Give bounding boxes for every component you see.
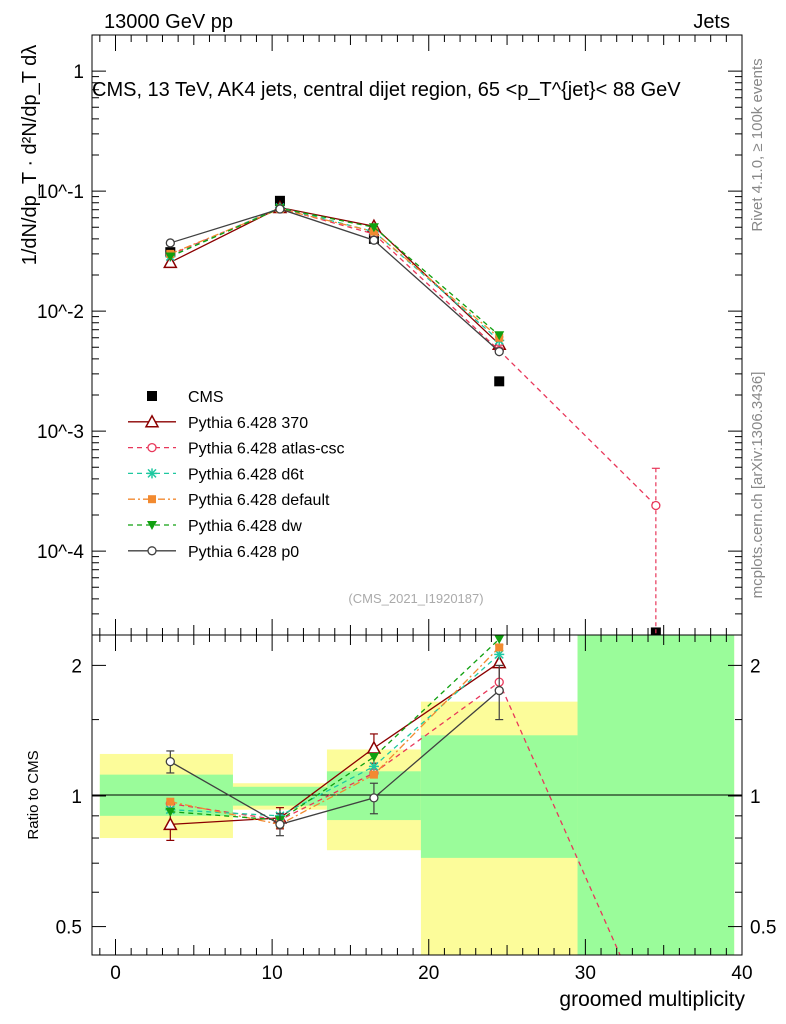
x-tick-label: 10 bbox=[262, 963, 283, 984]
legend-item-pythia-6-428-d6t: Pythia 6.428 d6t bbox=[128, 466, 304, 483]
legend-label: Pythia 6.428 d6t bbox=[188, 466, 304, 483]
legend-marker bbox=[147, 442, 157, 453]
ratio-y-tick-label: 2 bbox=[71, 656, 82, 677]
data-point bbox=[165, 238, 175, 248]
series-line bbox=[170, 207, 500, 336]
legend-label: Pythia 6.428 p0 bbox=[188, 544, 299, 561]
plot-title: CMS, 13 TeV, AK4 jets, central dijet reg… bbox=[92, 79, 681, 101]
ratio-point bbox=[275, 819, 285, 830]
watermark: (CMS_2021_I1920187) bbox=[348, 591, 483, 606]
series-pythia-6-428-d6t bbox=[165, 202, 505, 346]
ratio-point bbox=[366, 740, 382, 754]
x-tick-label: 0 bbox=[110, 963, 121, 984]
data-point bbox=[165, 252, 176, 262]
ratio-point bbox=[165, 756, 175, 767]
x-tick-label: 20 bbox=[418, 963, 439, 984]
ratio-line bbox=[169, 690, 500, 826]
ratio-line bbox=[170, 681, 621, 956]
ratio-series-pythia-6-428-p0 bbox=[165, 664, 504, 837]
data-point bbox=[275, 204, 285, 214]
series-pythia-6-428-p0 bbox=[165, 204, 504, 357]
ratio-line bbox=[170, 662, 500, 826]
legend-item-cms: CMS bbox=[147, 389, 224, 406]
legend-item-pythia-6-428-default: Pythia 6.428 default bbox=[128, 492, 330, 509]
legend-label: Pythia 6.428 default bbox=[188, 492, 330, 509]
legend-marker bbox=[147, 391, 157, 401]
data-point bbox=[163, 254, 178, 269]
data-point bbox=[494, 376, 505, 387]
legend-label: Pythia 6.428 atlas-csc bbox=[188, 441, 345, 458]
uncertainty-band-inner bbox=[232, 786, 327, 806]
ratio-line bbox=[170, 638, 500, 821]
data-point bbox=[368, 223, 379, 233]
ratio-point bbox=[368, 752, 379, 762]
legend-item-pythia-6-428-atlas-csc: Pythia 6.428 atlas-csc bbox=[128, 441, 345, 458]
legend-label: Pythia 6.428 dw bbox=[188, 518, 302, 535]
ratio-y-tick-label-right: 2 bbox=[750, 656, 761, 677]
ratio-y-label: Ratio to CMS bbox=[25, 750, 42, 839]
ratio-point bbox=[494, 635, 505, 645]
data-point bbox=[369, 235, 379, 245]
series-line bbox=[170, 208, 500, 353]
ratio-point bbox=[165, 807, 176, 817]
main-y-tick-label: 10^-1 bbox=[37, 182, 84, 203]
series-pythia-6-428-default bbox=[166, 204, 504, 342]
main-y-tick-label: 10^-3 bbox=[37, 422, 84, 443]
ratio-line bbox=[170, 646, 500, 826]
data-point bbox=[494, 346, 504, 357]
ratio-point bbox=[494, 685, 504, 696]
legend-marker bbox=[144, 414, 160, 428]
ratio-panel-frame bbox=[91, 634, 743, 956]
rivet-label: Rivet 4.1.0, ≥ 100k events bbox=[749, 58, 766, 231]
header-left: 13000 GeV pp bbox=[104, 11, 233, 33]
series-pythia-6-428-dw bbox=[165, 204, 505, 341]
legend-item-pythia-6-428-dw: Pythia 6.428 dw bbox=[128, 518, 302, 535]
series-pythia-6-428-370 bbox=[163, 199, 507, 350]
ratio-point bbox=[369, 770, 378, 779]
data-point bbox=[651, 500, 661, 511]
series-line bbox=[170, 208, 500, 339]
legend-marker bbox=[147, 468, 157, 479]
main-y-tick-label: 10^-4 bbox=[37, 542, 84, 563]
ratio-point bbox=[163, 816, 178, 831]
data-point bbox=[494, 331, 505, 341]
ratio-panel: 0.5 0.5 1 1 2 2 0 10 20 30 40 Ratio to CMS groome… bbox=[25, 35, 776, 1011]
ratio-y-tick-label: 0.5 bbox=[56, 918, 82, 939]
legend-label: CMS bbox=[188, 389, 224, 406]
x-tick-label: 40 bbox=[731, 963, 752, 984]
main-y-tick-label: 10^-2 bbox=[37, 302, 84, 323]
legend-marker bbox=[148, 495, 156, 504]
main-y-label: 1/dN/dp_T · d²N/dp_T dλ bbox=[19, 45, 41, 266]
legend-item-pythia-6-428-370: Pythia 6.428 370 bbox=[128, 414, 308, 432]
mcplots-label: mcplots.cern.ch [arXiv:1306.3436] bbox=[749, 372, 766, 599]
ratio-point bbox=[166, 797, 175, 806]
main-y-tick-label: 1 bbox=[73, 62, 84, 83]
legend-marker bbox=[147, 521, 157, 530]
legend-label: Pythia 6.428 370 bbox=[188, 415, 308, 432]
header-right: Jets bbox=[693, 11, 730, 33]
ratio-y-tick-label-right: 0.5 bbox=[750, 918, 776, 939]
ratio-series-pythia-6-428-dw bbox=[165, 635, 505, 826]
series-line bbox=[170, 206, 500, 341]
legend-item-pythia-6-428-p0: Pythia 6.428 p0 bbox=[128, 544, 299, 561]
ratio-point bbox=[495, 643, 504, 652]
legend-marker bbox=[147, 546, 157, 556]
ratio-y-tick-label: 1 bbox=[71, 787, 82, 808]
x-tick-label: 30 bbox=[575, 963, 596, 984]
ratio-point bbox=[369, 793, 379, 803]
ratio-y-tick-label-right: 1 bbox=[750, 787, 761, 808]
main-panel: 1 10^-1 10^-2 10^-3 10^-4 CMS, 13 TeV, AK4 j… bbox=[19, 34, 743, 638]
ratio-point bbox=[368, 761, 379, 772]
series-line bbox=[170, 207, 657, 506]
legend: CMS Pythia 6.428 370 Pythia 6.428 atlas-cs… bbox=[128, 389, 345, 561]
x-axis-label: groomed multiplicity bbox=[559, 988, 745, 1011]
uncertainty-band-inner bbox=[420, 735, 578, 858]
